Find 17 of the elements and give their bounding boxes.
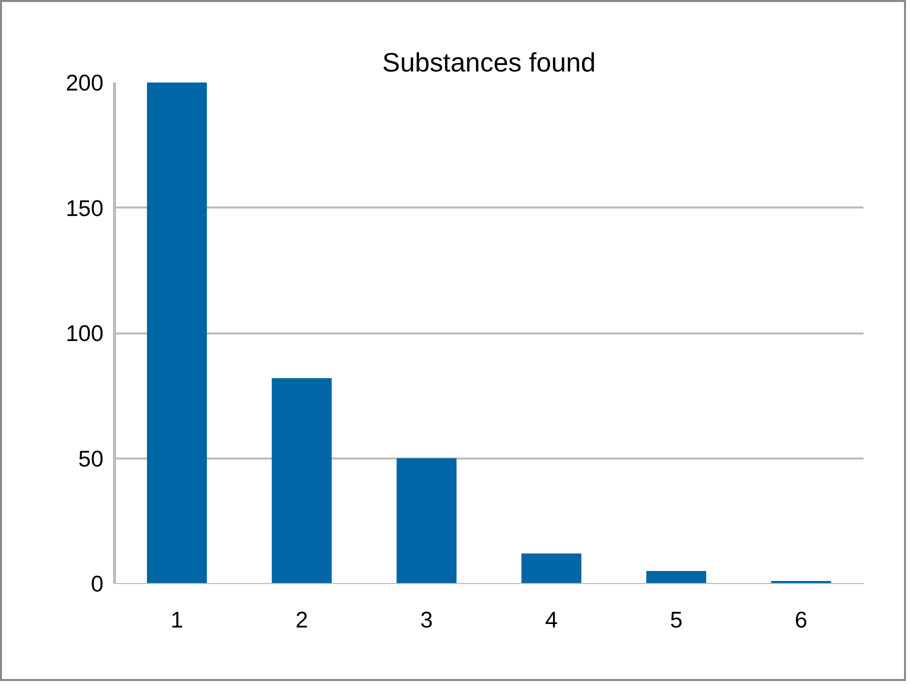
x-tick-label: 1 bbox=[170, 606, 184, 632]
y-tick-label: 200 bbox=[66, 70, 104, 96]
x-tick-label: 2 bbox=[295, 606, 308, 632]
y-tick-label: 100 bbox=[66, 320, 104, 346]
chart-title: Substances found bbox=[382, 48, 596, 78]
x-tick-label: 5 bbox=[670, 606, 683, 632]
x-tick-label: 6 bbox=[794, 606, 808, 632]
x-tick-label: 4 bbox=[545, 606, 558, 632]
bar bbox=[646, 570, 706, 584]
bar bbox=[146, 82, 207, 584]
y-tick-label: 50 bbox=[78, 445, 104, 472]
y-tick-label: 150 bbox=[66, 194, 104, 221]
bar bbox=[272, 378, 332, 584]
bar bbox=[521, 553, 582, 584]
bar bbox=[396, 458, 457, 584]
x-tick-label: 3 bbox=[420, 606, 433, 632]
y-tick-label: 0 bbox=[90, 570, 104, 596]
